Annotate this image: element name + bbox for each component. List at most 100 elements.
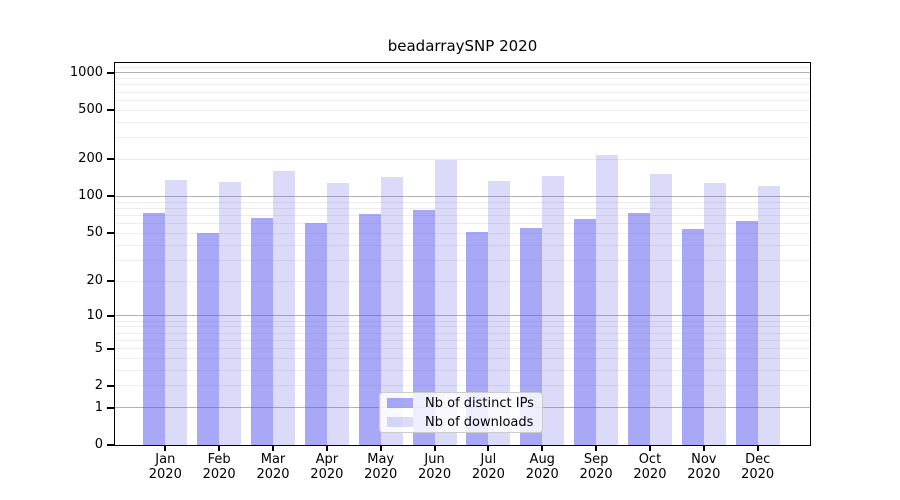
x-tick-label-oct: Oct 2020 <box>622 452 678 482</box>
x-tick-label-feb: Feb 2020 <box>191 452 247 482</box>
y-tick-label-1: 1 <box>94 399 103 415</box>
y-tick-10 <box>107 314 114 317</box>
x-tick-may <box>379 446 382 451</box>
minor-gridline-70 <box>115 214 810 216</box>
major-gridline-100 <box>115 195 810 197</box>
x-tick-month-feb: Feb <box>207 452 231 467</box>
x-tick-month-dec: Dec <box>745 452 771 467</box>
minor-gridline-900 <box>115 78 810 80</box>
y-tick-label-500: 500 <box>78 102 103 118</box>
bar-downloads-jul <box>488 180 511 445</box>
minor-gridline-20 <box>115 280 810 282</box>
bar-downloads-nov <box>703 183 726 445</box>
x-tick-year-apr: 2020 <box>310 467 344 482</box>
y-tick-0 <box>107 444 114 446</box>
x-tick-feb <box>218 446 221 451</box>
legend-swatch-downloads-icon <box>387 417 413 427</box>
x-tick-label-aug: Aug 2020 <box>514 452 570 482</box>
minor-gridline-7 <box>115 332 810 334</box>
x-tick-aug <box>541 446 544 451</box>
x-tick-year-feb: 2020 <box>202 467 236 482</box>
y-tick-5 <box>107 347 114 350</box>
bar-distinct-ips-feb <box>197 233 220 445</box>
minor-gridline-9 <box>115 320 810 322</box>
plot-area <box>114 62 811 446</box>
bar-downloads-may <box>380 176 403 445</box>
x-tick-jun <box>433 446 436 451</box>
x-tick-dec <box>756 446 759 451</box>
y-tick-label-100: 100 <box>78 188 103 204</box>
x-tick-nov <box>702 446 705 451</box>
minor-gridline-4 <box>115 357 810 359</box>
x-tick-label-dec: Dec 2020 <box>730 452 786 482</box>
bar-downloads-aug <box>542 175 565 445</box>
bar-distinct-ips-jan <box>143 213 166 445</box>
y-tick-label-10: 10 <box>86 307 103 323</box>
minor-gridline-30 <box>115 259 810 261</box>
legend-label-distinct-ips: Nb of distinct IPs <box>425 395 534 411</box>
minor-gridline-500 <box>115 109 810 111</box>
bar-distinct-ips-aug <box>520 228 543 445</box>
minor-gridline-1100 <box>115 67 810 69</box>
bar-downloads-feb <box>219 182 242 445</box>
x-tick-month-mar: Mar <box>260 452 286 467</box>
bar-distinct-ips-oct <box>627 213 650 445</box>
bar-distinct-ips-jul <box>466 232 489 445</box>
y-tick-label-50: 50 <box>86 225 103 241</box>
minor-gridline-50 <box>115 232 810 234</box>
x-tick-label-may: May 2020 <box>353 452 409 482</box>
y-tick-2 <box>107 384 114 387</box>
major-gridline-10 <box>115 315 810 317</box>
x-tick-label-sep: Sep 2020 <box>568 452 624 482</box>
x-tick-month-apr: Apr <box>315 452 339 467</box>
minor-gridline-60 <box>115 223 810 225</box>
x-tick-year-jun: 2020 <box>418 467 452 482</box>
y-tick-1000 <box>107 71 114 74</box>
x-tick-label-apr: Apr 2020 <box>299 452 355 482</box>
bar-distinct-ips-sep <box>574 218 597 445</box>
bar-downloads-jan <box>165 179 188 445</box>
minor-gridline-600 <box>115 99 810 101</box>
x-tick-year-sep: 2020 <box>579 467 613 482</box>
x-tick-month-sep: Sep <box>583 452 609 467</box>
x-tick-month-may: May <box>367 452 395 467</box>
x-tick-year-jan: 2020 <box>148 467 182 482</box>
bar-distinct-ips-may <box>358 213 381 445</box>
minor-gridline-6 <box>115 339 810 341</box>
x-tick-label-jun: Jun 2020 <box>407 452 463 482</box>
y-tick-label-1000: 1000 <box>69 64 103 80</box>
bar-distinct-ips-dec <box>735 221 758 445</box>
minor-gridline-700 <box>115 91 810 93</box>
y-tick-label-5: 5 <box>94 340 103 356</box>
x-tick-mar <box>272 446 274 451</box>
x-tick-year-mar: 2020 <box>256 467 290 482</box>
y-tick-100 <box>107 195 114 198</box>
minor-gridline-400 <box>115 121 810 123</box>
minor-gridline-200 <box>115 158 810 160</box>
x-tick-year-dec: 2020 <box>741 467 775 482</box>
bar-distinct-ips-jun <box>412 210 435 445</box>
bar-downloads-apr <box>326 183 349 445</box>
minor-gridline-2 <box>115 385 810 387</box>
x-tick-label-jul: Jul 2020 <box>460 452 516 482</box>
y-tick-label-20: 20 <box>86 273 103 289</box>
major-gridline-1000 <box>115 72 810 74</box>
y-tick-label-2: 2 <box>94 377 103 393</box>
x-tick-jan <box>164 446 167 451</box>
x-tick-year-jul: 2020 <box>471 467 505 482</box>
x-tick-month-jun: Jun <box>424 452 445 467</box>
minor-gridline-5 <box>115 348 810 349</box>
x-tick-label-jan: Jan 2020 <box>137 452 193 482</box>
x-tick-label-nov: Nov 2020 <box>676 452 732 482</box>
x-tick-year-may: 2020 <box>364 467 398 482</box>
x-tick-month-jan: Jan <box>155 452 176 467</box>
bar-downloads-sep <box>596 154 619 445</box>
x-tick-month-nov: Nov <box>691 452 717 467</box>
x-tick-label-mar: Mar 2020 <box>245 452 301 482</box>
y-tick-1 <box>107 406 114 409</box>
minor-gridline-40 <box>115 244 810 246</box>
legend-row-downloads: Nb of downloads <box>380 413 542 431</box>
bar-distinct-ips-apr <box>304 222 327 445</box>
bar-downloads-mar <box>273 170 295 445</box>
